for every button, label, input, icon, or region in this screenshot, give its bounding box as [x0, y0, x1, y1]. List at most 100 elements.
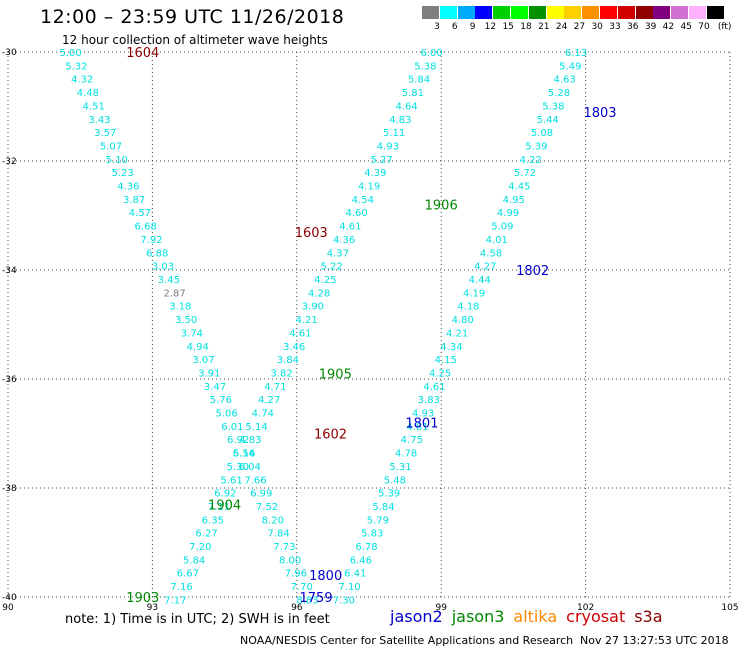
wave-height-value: 3.07	[192, 355, 214, 366]
wave-height-value: 5.16	[233, 449, 255, 460]
colorbar-swatch	[635, 6, 653, 19]
colorbar-label: 12	[484, 22, 497, 32]
colorbar-label: 18	[520, 22, 532, 32]
wave-height-value: 4.25	[314, 275, 336, 286]
lon-tick-label: 93	[147, 603, 158, 613]
wave-height-value: 5.79	[367, 515, 389, 526]
wave-height-value: 5.48	[384, 475, 406, 486]
wave-height-value: 6.88	[146, 248, 168, 259]
pass-label: 1904	[208, 498, 241, 513]
pass-label: 1604	[126, 46, 159, 61]
wave-height-value: 4.78	[395, 449, 417, 460]
colorbar-swatch	[546, 6, 564, 19]
wave-height-value: 5.23	[111, 168, 133, 179]
wave-height-value: 4.71	[264, 382, 286, 393]
legend-item-s3a: s3a	[634, 607, 663, 626]
wave-height-value: 7.16	[170, 582, 192, 593]
wave-height-value: 3.45	[158, 275, 180, 286]
wave-height-value: 4.80	[452, 315, 474, 326]
colorbar-swatch	[689, 6, 706, 19]
credit-text: NOAA/NESDIS Center for Satellite Applica…	[240, 634, 574, 647]
lat-tick-label: -34	[2, 266, 17, 276]
wave-height-value: 6.00	[420, 48, 442, 59]
legend-item-jason2: jason2	[390, 607, 443, 626]
wave-height-value: 4.21	[446, 328, 468, 339]
wave-height-value: 5.06	[215, 409, 237, 420]
colorbar-swatch	[422, 6, 439, 19]
wave-height-value: 5.84	[372, 502, 394, 513]
colorbar-swatch	[564, 6, 582, 19]
wave-height-value: 4.93	[412, 409, 434, 420]
colorbar-swatch	[653, 6, 671, 19]
colorbar-swatch	[475, 6, 493, 19]
wave-height-value: 6.68	[135, 222, 157, 233]
colorbar-label: 30	[591, 22, 603, 32]
pass-label: 1906	[425, 199, 458, 214]
wave-height-value: 5.08	[531, 128, 553, 139]
pass-label: 1802	[516, 264, 549, 279]
wave-height-value: 4.36	[117, 182, 139, 193]
wave-height-value: 4.81	[406, 422, 428, 433]
colorbar-label: 27	[573, 22, 586, 32]
wave-height-value: 4.61	[339, 222, 361, 233]
wave-height-value: 4.25	[429, 368, 451, 379]
wave-height-value: 4.94	[187, 342, 209, 353]
wave-height-value: 3.57	[94, 128, 116, 139]
colorbar-label: 3	[434, 22, 440, 32]
wave-height-value: 6.67	[177, 569, 199, 580]
wave-height-value: 4.32	[71, 75, 93, 86]
colorbar-label: 42	[662, 22, 675, 32]
wave-height-value: 5.61	[220, 475, 242, 486]
colorbar-label: 6	[451, 22, 458, 32]
wave-height-value: 4.58	[480, 248, 502, 259]
pass-label: 1905	[319, 368, 352, 383]
pass-label: 1603	[295, 226, 328, 241]
colorbar-label: 70	[698, 22, 710, 32]
legend-item-cryosat: cryosat	[566, 607, 626, 626]
footer-note: note: 1) Time is in UTC; 2) SWH is in fe…	[65, 612, 330, 627]
colorbar-label: 45	[680, 22, 692, 32]
wave-height-value: 7.96	[285, 569, 307, 580]
wave-height-value: 4.93	[377, 141, 399, 152]
wave-height-value: 5.27	[370, 155, 392, 166]
wave-height-value: 4.60	[345, 208, 367, 219]
wave-height-value: 4.19	[358, 182, 380, 193]
wave-height-value: 6.46	[350, 555, 372, 566]
colorbar-label: 33	[609, 22, 621, 32]
wave-height-value: 4.61	[423, 382, 445, 393]
lat-tick-label: -38	[2, 484, 17, 494]
colorbar-swatch	[706, 6, 724, 19]
wave-height-value: 5.00	[59, 48, 81, 59]
wave-height-value: 5.10	[106, 155, 128, 166]
lat-tick-label: -32	[2, 157, 17, 167]
wave-height-value: 6.01	[221, 422, 243, 433]
wave-height-value: 4.15	[435, 355, 457, 366]
colorbar-unit: (ft)	[717, 22, 732, 32]
wave-height-value: 6.54	[233, 449, 255, 460]
wave-height-value: 4.22	[520, 155, 542, 166]
wave-height-value: 5.38	[414, 61, 436, 72]
wave-height-value: 2.87	[163, 288, 185, 299]
wave-height-value: 3.90	[302, 302, 324, 313]
wave-height-value: 8.00	[279, 555, 301, 566]
lon-tick-label: 102	[577, 603, 594, 613]
wave-height-value: 4.74	[252, 409, 274, 420]
lat-tick-label: -36	[2, 375, 17, 385]
wave-height-value: 4.27	[258, 395, 280, 406]
colorbar-swatch	[528, 6, 546, 19]
page-title: 12:00 – 23:59 UTC 11/26/2018	[40, 6, 345, 28]
colorbar-label: 24	[555, 22, 568, 32]
wave-height-value: 7.52	[256, 502, 278, 513]
wave-height-value: 6.35	[202, 515, 224, 526]
wave-height-value: 7.66	[244, 475, 266, 486]
colorbar-label: 36	[627, 22, 639, 32]
wave-height-value: 4.99	[497, 208, 519, 219]
wave-height-value: 5.30	[227, 462, 249, 473]
colorbar-swatch	[671, 6, 689, 19]
wave-height-value: 4.57	[129, 208, 151, 219]
wave-height-value: 4.27	[474, 262, 496, 273]
wave-height-value: 4.61	[289, 328, 311, 339]
wave-height-value: 4.01	[486, 235, 508, 246]
wave-height-value: 3.18	[169, 302, 191, 313]
